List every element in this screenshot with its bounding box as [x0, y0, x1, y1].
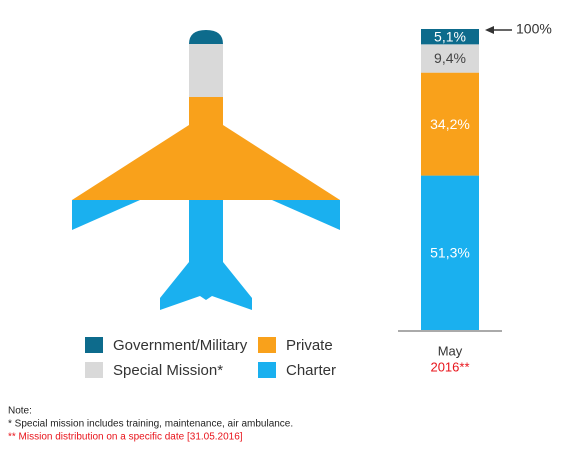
- value-label: 51,3%: [430, 244, 470, 260]
- note-title: Note:: [8, 406, 32, 417]
- annotation-arrowhead: [485, 26, 494, 34]
- legend-label: Private: [286, 337, 333, 354]
- plane-nose: [189, 30, 223, 44]
- legend-label: Special Mission*: [113, 362, 223, 379]
- legend-swatch: [85, 362, 103, 378]
- bar-segment: [421, 29, 479, 45]
- bar-segment: [421, 175, 479, 330]
- airplane-illustration: [72, 30, 340, 310]
- plane-wings: [72, 97, 340, 200]
- legend-swatch: [258, 362, 276, 378]
- bar-segment: [421, 44, 479, 73]
- annotation: 100%: [516, 21, 552, 37]
- value-label: 5,1%: [434, 28, 466, 44]
- x-tick-label: May: [438, 343, 463, 358]
- x-tick-note: 2016**: [430, 359, 469, 374]
- plane-left-wingtip: [72, 200, 140, 230]
- note-line: ** Mission distribution on a specific da…: [8, 432, 243, 443]
- note-line: * Special mission includes training, mai…: [8, 419, 293, 430]
- legend-label: Charter: [286, 362, 336, 379]
- plane-cockpit: [189, 44, 223, 97]
- legend-swatch: [85, 337, 103, 353]
- plane-tail: [160, 200, 252, 310]
- value-label: 34,2%: [430, 116, 470, 132]
- legend-swatch: [258, 337, 276, 353]
- plane-right-wingtip: [272, 200, 340, 230]
- bar-segment: [421, 72, 479, 176]
- value-label: 9,4%: [434, 50, 466, 66]
- legend-label: Government/Military: [113, 337, 248, 354]
